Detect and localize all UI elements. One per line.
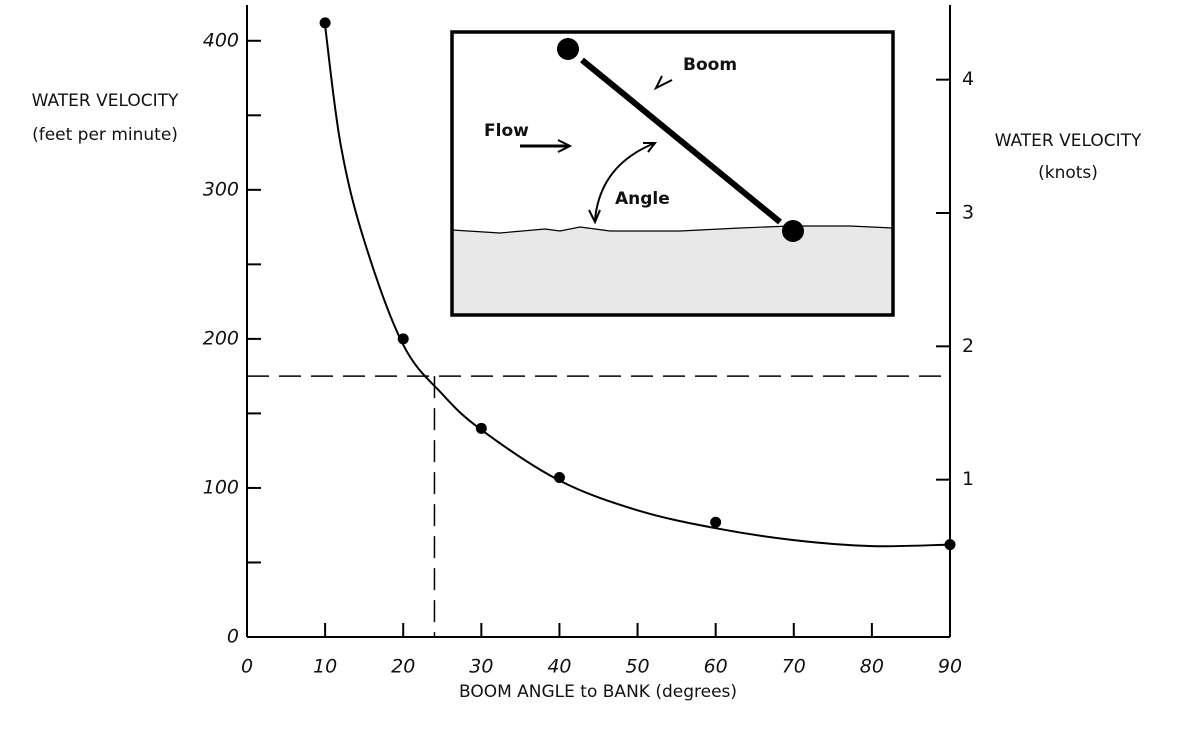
y2-tick-label: 1: [962, 468, 974, 490]
x-tick-label: 90: [938, 656, 962, 678]
y-axis-title: WATER VELOCITY: [32, 91, 179, 111]
data-point: [944, 539, 956, 551]
flow-arrow-head: [557, 139, 573, 153]
angle-arrow: [594, 142, 656, 221]
boom-arrow: [653, 75, 673, 91]
x-tick-label: 0: [241, 656, 253, 678]
x-tick-label: 10: [313, 656, 337, 678]
x-tick-label: 70: [782, 656, 806, 678]
flow-label: Flow: [484, 121, 529, 141]
anchor: [782, 220, 804, 242]
y-axis-title: (feet per minute): [32, 125, 178, 145]
anchor: [557, 38, 579, 60]
data-point: [319, 17, 331, 29]
boom: [580, 57, 782, 225]
x-axis-title: BOOM ANGLE to BANK (degrees): [459, 682, 737, 702]
inset-diagram: Boom Flow Angle: [450, 30, 895, 317]
data-point: [553, 472, 565, 484]
y2-axis-title: (knots): [1038, 163, 1098, 183]
inset-frame: [450, 30, 895, 317]
bank: [451, 225, 894, 316]
y-tick-label: 200: [203, 327, 239, 349]
fit-curve: [324, 25, 951, 548]
x-tick-label: 30: [469, 656, 493, 678]
x-tick-label: 40: [547, 656, 571, 678]
y-tick-label: 100: [203, 476, 239, 498]
x-tick-label: 60: [704, 656, 728, 678]
x-tick-label: 20: [391, 656, 415, 678]
y2-axis-title: WATER VELOCITY: [995, 131, 1142, 151]
data-point: [475, 422, 487, 434]
y2-tick-label: 4: [962, 68, 974, 90]
angle-label: Angle: [615, 189, 670, 209]
x-tick-label: 50: [625, 656, 649, 678]
y2-tick-label: 3: [962, 202, 974, 224]
boom-label: Boom: [683, 55, 737, 75]
y2-tick-label: 2: [962, 335, 974, 357]
y-tick-label: 300: [203, 178, 239, 200]
y-tick-label: 400: [203, 29, 239, 51]
y-tick-label: 0: [227, 626, 239, 648]
data-point: [710, 516, 722, 528]
data-point: [397, 333, 409, 345]
angle-arrow-head: [588, 142, 658, 225]
x-tick-label: 80: [860, 656, 884, 678]
